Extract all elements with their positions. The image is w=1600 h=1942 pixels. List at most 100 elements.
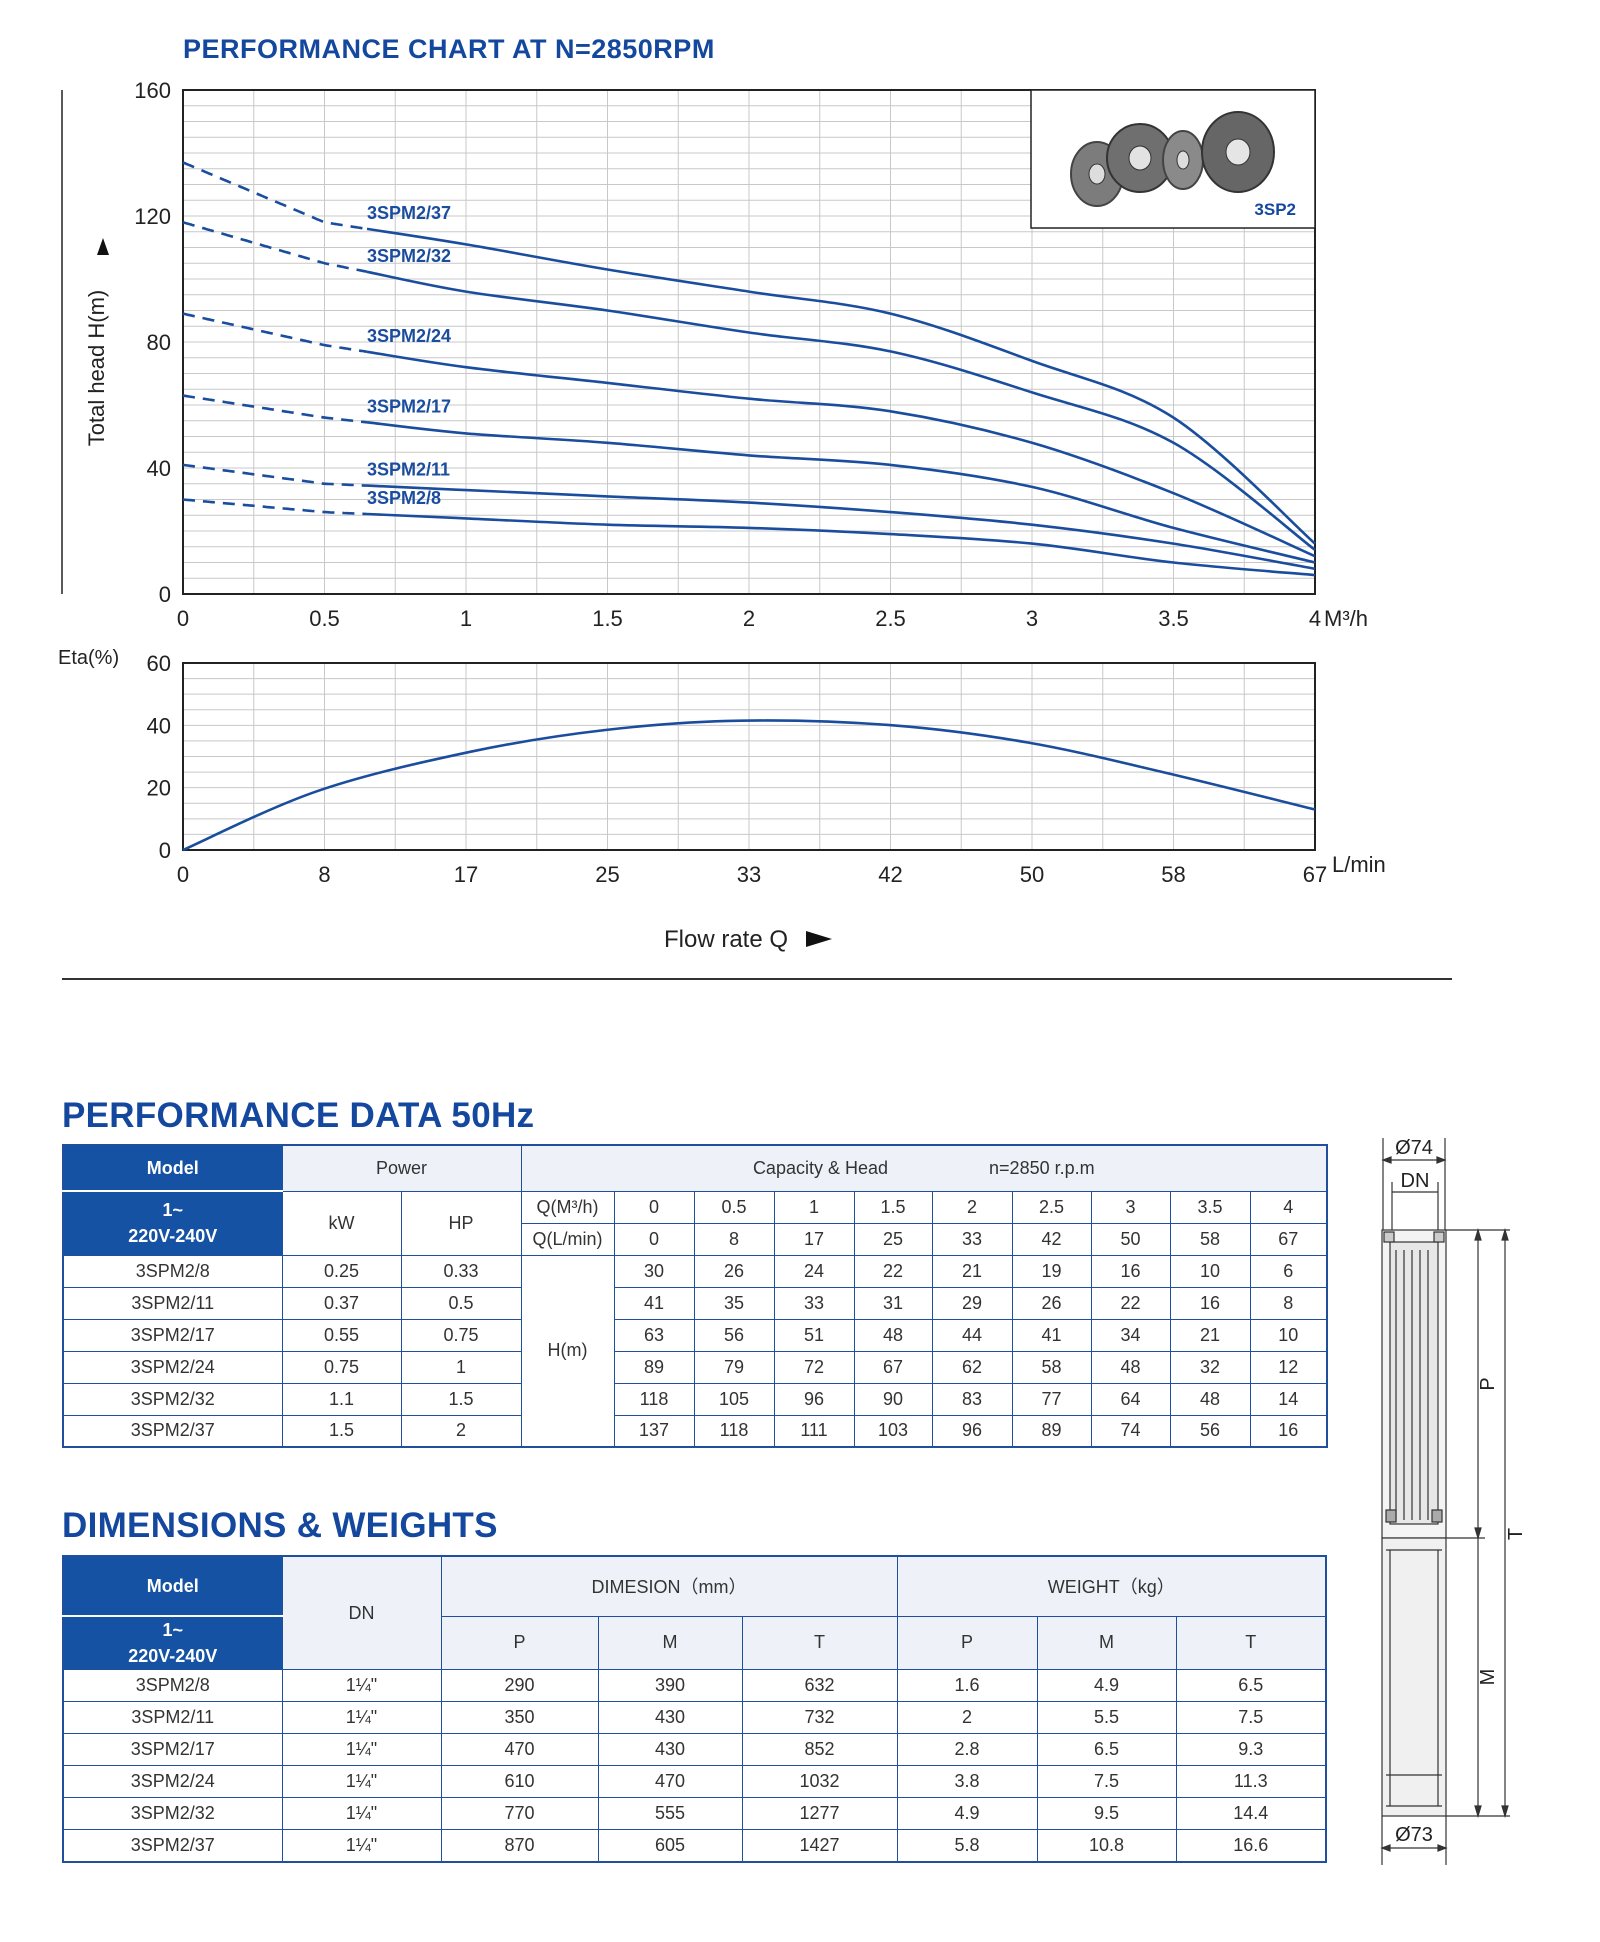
phase-line2: 220V-240V: [128, 1646, 218, 1666]
head-value-cell: 44: [931, 1318, 1013, 1352]
hp-cell: 0.33: [400, 1254, 522, 1288]
dim-sub-header: T: [741, 1615, 898, 1670]
perf-table-row: 3SPM2/32 1.1 1.5 118 105 96 90 83 77 64 48 14: [62, 1382, 1328, 1416]
hp-cell: 2: [400, 1414, 522, 1448]
head-value-cell: 16: [1169, 1286, 1251, 1320]
head-ylabel: Total head H(m): [84, 290, 109, 447]
head-value-cell: 21: [1169, 1318, 1251, 1352]
phase-line2: 220V-240V: [128, 1226, 218, 1247]
model-cell: 3SPM2/32: [62, 1797, 283, 1830]
head-value-cell: 26: [693, 1254, 775, 1288]
series-label: 3SPM2/17: [367, 396, 451, 416]
head-value-cell: 35: [693, 1286, 775, 1320]
head-value-cell: 111: [773, 1414, 855, 1448]
eta-x-tick-label: 0: [177, 862, 189, 887]
chart-title: PERFORMANCE CHART AT N=2850RPM: [183, 34, 715, 64]
head-value-cell: 79: [693, 1350, 775, 1384]
head-value-cell: 137: [613, 1414, 695, 1448]
model-cell: 3SPM2/8: [62, 1254, 283, 1288]
eta-x-tick-label: 42: [878, 862, 902, 887]
capacity-head-label: Capacity & Head: [752, 1157, 889, 1178]
kw-cell: 0.55: [281, 1318, 402, 1352]
eta-y-tick-label: 60: [147, 651, 171, 676]
dim-table-row: 3SPM2/37 1¼" 870 605 1427 5.8 10.8 16.6: [62, 1829, 1327, 1862]
head-value-cell: 103: [853, 1414, 933, 1448]
head-value-cell: 29: [931, 1286, 1013, 1320]
q-lmin-cell: 67: [1249, 1222, 1328, 1256]
dim-table-row: 3SPM2/8 1¼" 290 390 632 1.6 4.9 6.5: [62, 1669, 1327, 1702]
head-chart-labels: 3SPM2/37 3SPM2/32 3SPM2/24 3SPM2/17 3SPM2/11…: [367, 203, 451, 508]
head-value-cell: 62: [931, 1350, 1013, 1384]
head-value-cell: 63: [613, 1318, 695, 1352]
head-value-cell: 51: [773, 1318, 855, 1352]
bottom-diameter-label: Ø73: [1395, 1824, 1433, 1846]
eta-ylabel: Eta(%): [58, 647, 119, 669]
dn-cell: 1¼": [281, 1829, 442, 1862]
head-x-tick-label: 0.5: [309, 606, 340, 631]
phase-line1: 1~: [162, 1620, 184, 1640]
head-value-cell: 77: [1011, 1382, 1092, 1416]
dim-value-cell: 1427: [741, 1829, 898, 1862]
head-value-cell: 22: [1090, 1286, 1171, 1320]
dim-table-row: 3SPM2/17 1¼" 470 430 852 2.8 6.5 9.3: [62, 1733, 1327, 1766]
head-value-cell: 96: [931, 1414, 1013, 1448]
dim-value-cell: 2.8: [896, 1733, 1038, 1766]
dim-value-cell: 5.5: [1036, 1701, 1177, 1734]
model-cell: 3SPM2/37: [62, 1414, 283, 1448]
q-m3h-cell: 1: [773, 1190, 855, 1224]
dim-value-cell: 6.5: [1175, 1669, 1327, 1702]
flow-arrow-icon: [806, 931, 832, 947]
eta-y-tick-label: 20: [147, 776, 171, 801]
dim-value-cell: 555: [597, 1797, 743, 1830]
q-m3h-cell: 4: [1249, 1190, 1328, 1224]
dim-value-cell: 350: [440, 1701, 599, 1734]
kw-cell: 0.25: [281, 1254, 402, 1288]
dim-value-cell: 2: [896, 1701, 1038, 1734]
eta-x-tick-label: 67: [1303, 862, 1327, 887]
eta-x-tick-label: 25: [595, 862, 619, 887]
head-value-cell: 22: [853, 1254, 933, 1288]
model-cell: 3SPM2/17: [62, 1318, 283, 1352]
head-value-cell: 118: [613, 1382, 695, 1416]
head-value-cell: 16: [1090, 1254, 1171, 1288]
p-label: P: [1477, 1377, 1499, 1390]
head-value-cell: 56: [693, 1318, 775, 1352]
q-lmin-cell: 58: [1169, 1222, 1251, 1256]
dim-value-cell: 390: [597, 1669, 743, 1702]
dim-phase-header: 1~ 220V-240V: [62, 1615, 283, 1670]
dim-value-cell: 632: [741, 1669, 898, 1702]
hp-cell: 0.5: [400, 1286, 522, 1320]
head-curve-3spm2-24: [366, 350, 1316, 558]
hp-cell: 0.75: [400, 1318, 522, 1352]
eta-x-tick-label: 33: [737, 862, 761, 887]
eta-chart-axes: 0 8 17 25 33 42 50 58 67 0 20 40 60: [147, 651, 1328, 887]
q-lmin-cell: 17: [773, 1222, 855, 1256]
eta-x-tick-label: 58: [1161, 862, 1185, 887]
kw-cell: 0.37: [281, 1286, 402, 1320]
series-label: 3SPM2/24: [367, 326, 451, 346]
head-value-cell: 56: [1169, 1414, 1251, 1448]
head-value-cell: 118: [693, 1414, 775, 1448]
head-curve-3spm2-8: [366, 512, 1316, 577]
head-x-unit: M³/h: [1324, 606, 1368, 631]
perf-table-row: 3SPM2/37 1.5 2 137 118 111 103 96 89 74 56 16: [62, 1414, 1328, 1448]
head-value-cell: 30: [613, 1254, 695, 1288]
head-plot-frame: [182, 89, 1316, 595]
hp-cell: 1: [400, 1350, 522, 1384]
flow-rate-label: Flow rate Q: [664, 926, 788, 953]
head-chart-curves: [182, 161, 1316, 577]
perf-table-row: 3SPM2/17 0.55 0.75 63 56 51 48 44 41 34 21 10: [62, 1318, 1328, 1352]
dim-section-title: DIMENSIONS & WEIGHTS: [62, 1506, 498, 1545]
dim-sub-header: P: [896, 1615, 1038, 1670]
head-value-cell: 12: [1249, 1350, 1328, 1384]
head-value-cell: 10: [1249, 1318, 1328, 1352]
hp-cell: 1.5: [400, 1382, 522, 1416]
head-value-cell: 31: [853, 1286, 933, 1320]
eta-chart-curves: [182, 719, 1316, 852]
dim-value-cell: 430: [597, 1733, 743, 1766]
dim-value-cell: 4.9: [896, 1797, 1038, 1830]
head-x-tick-label: 3.5: [1158, 606, 1189, 631]
dn-cell: 1¼": [281, 1669, 442, 1702]
model-cell: 3SPM2/8: [62, 1669, 283, 1702]
